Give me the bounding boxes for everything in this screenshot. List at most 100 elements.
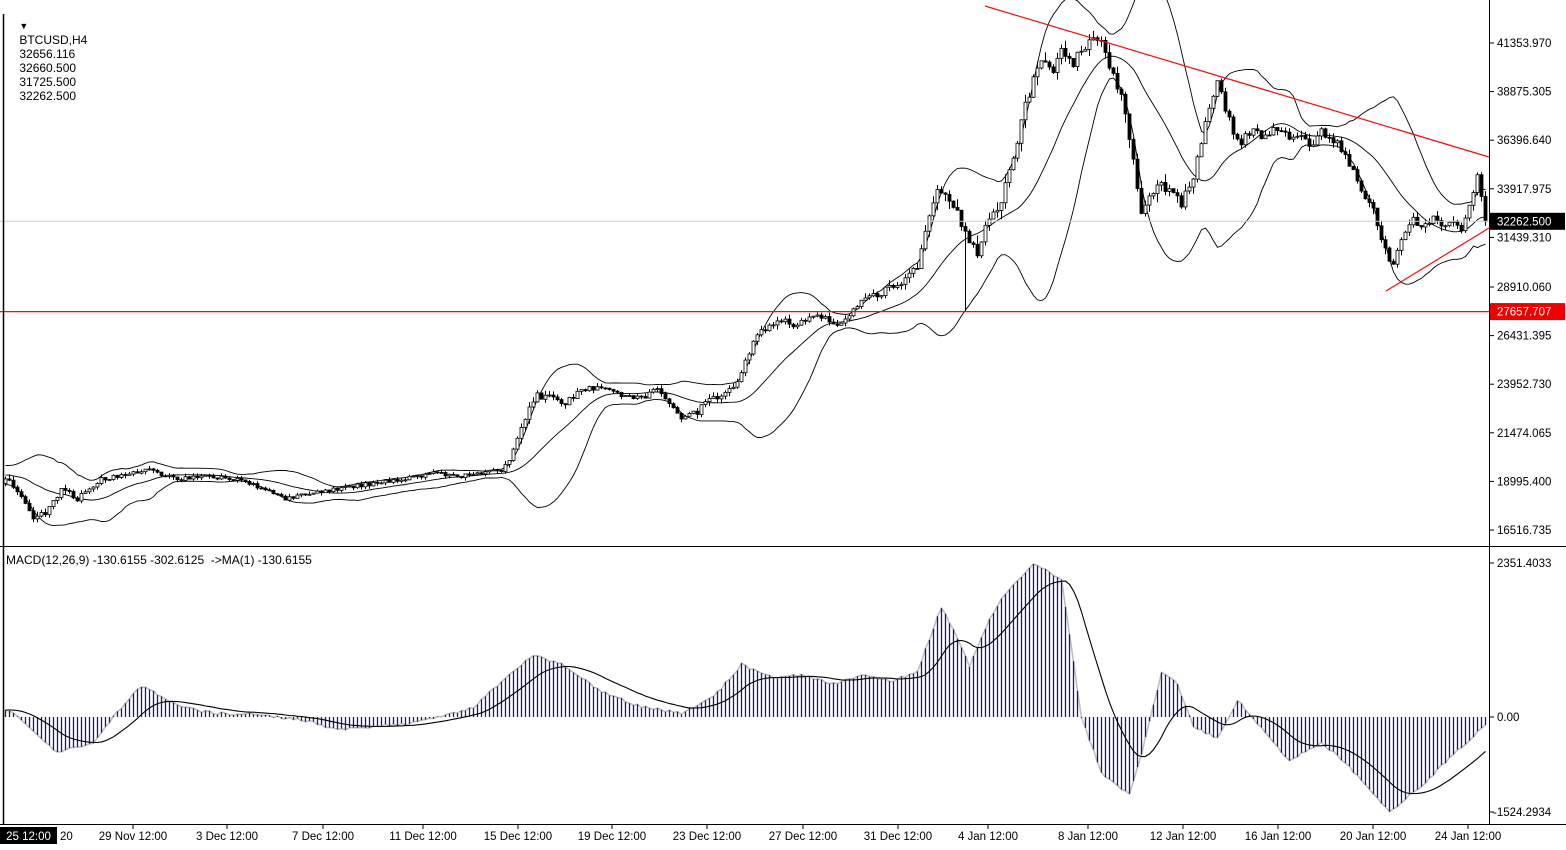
candle-body [7,478,12,481]
candle-body [1455,220,1460,226]
candle-body [635,395,640,399]
candle-body [631,395,636,399]
candle-body [867,295,872,299]
candle-body [1299,134,1304,137]
candle-body [1031,76,1036,98]
candle-body [511,448,516,461]
time-axis-label: 24 Jan 12:00 [1435,831,1502,843]
candle-body [1295,135,1300,138]
candle-body [523,418,528,428]
candle-body [1179,195,1184,208]
candle-body [1143,204,1148,214]
symbol-dropdown-icon[interactable]: ▼ [19,21,29,31]
candle-body [399,479,404,482]
candle-body [123,474,128,476]
candle-body [871,293,876,297]
candle-body [823,316,828,319]
candle-body [1043,60,1048,63]
candle-body [1395,249,1400,265]
time-axis-label: 8 Jan 12:00 [1058,831,1118,843]
candle-body [227,477,232,480]
candle-body [1271,127,1276,136]
candle-body [855,306,860,310]
candle-body [207,474,212,477]
candle-body [1475,174,1480,193]
descending-trendline[interactable] [984,5,1490,158]
candle-body [1307,138,1312,147]
candle-body [1291,136,1296,140]
candle-body [1131,139,1136,160]
time-axis-label: 12 Jan 12:00 [1150,831,1217,843]
candle-body [719,395,724,400]
candle-body [959,209,964,227]
candle-body [131,471,136,475]
candle-body [307,493,312,496]
candle-body [251,483,256,485]
ascending-trendline[interactable] [1385,227,1490,292]
candle-body [127,473,132,476]
time-axis[interactable]: 29 Nov 12:00 3 Dec 12:00 7 Dec 12:00 11 Dec… [0,825,1501,844]
candle-body [483,471,488,475]
candle-body [379,482,384,485]
symbol-header: ▼ BTCUSD,H4 32656.116 32660.500 31725.50… [6,5,89,117]
candle-body [191,475,196,480]
candle-body [247,480,252,485]
candle-body [607,387,612,390]
candle-body [963,226,968,232]
candle-body [1159,181,1164,186]
candle-body [951,200,956,208]
candle-body [459,476,464,479]
candle-body [255,483,260,489]
candle-body [891,284,896,288]
candle-body [619,391,624,397]
candle-body [1027,96,1032,103]
candle-body [3,478,8,484]
candle-body [1259,130,1264,140]
candle-body [1083,49,1088,52]
candle-body [979,241,984,257]
candle-body [1019,119,1024,144]
candle-body [575,390,580,399]
candle-body [579,389,584,392]
candle-body [1235,133,1240,140]
candle-body [1367,198,1372,203]
candle-body [299,493,304,496]
candle-body [723,391,728,397]
candle-body [315,490,320,494]
candle-body [863,297,868,301]
candle-body [1399,239,1404,251]
candle-body [99,477,104,484]
price-axis-label: 26431.395 [1497,331,1551,343]
candle-body [103,477,108,481]
candle-body [971,242,976,245]
candle-body [215,477,220,480]
candle-body [91,486,96,490]
candle-body [395,478,400,482]
candle-body [1051,66,1056,73]
candle-body [1135,158,1140,189]
time-axis-label: 20 Jan 12:00 [1340,831,1407,843]
candle-body [947,193,952,202]
candle-body [115,474,120,478]
candle-body [739,372,744,383]
candle-body [767,324,772,332]
candle-body [847,315,852,320]
candle-body [651,388,656,393]
candle-body [39,512,44,517]
candle-body [383,479,388,484]
candle-body [771,324,776,327]
candle-body [463,473,468,478]
candle-body [611,389,616,392]
candle-body [803,319,808,322]
time-axis-label: 29 Nov 12:00 [99,831,167,843]
candle-body [1011,157,1016,171]
candle-body [539,392,544,400]
candle-body [639,395,644,398]
candle-body [703,401,708,406]
candle-body [583,389,588,392]
ohlc-open: 32656.116 [19,47,76,61]
candle-body [567,396,572,406]
candle-body [983,224,988,243]
candle-body [1315,135,1320,146]
